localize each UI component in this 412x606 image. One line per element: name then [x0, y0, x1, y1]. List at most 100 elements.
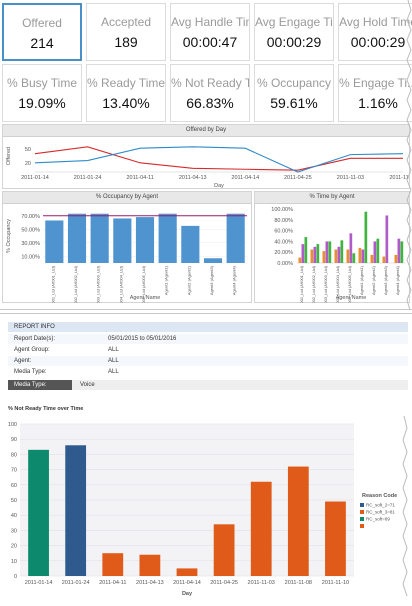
time-bar[interactable] [373, 241, 377, 263]
time-bar[interactable] [352, 253, 356, 263]
x-tick-label: 2011-04-14 [173, 580, 201, 586]
y-tick-label: 80.00% [274, 218, 293, 224]
report-info-key: Report Date(s): [14, 336, 56, 342]
occupancy-bar[interactable] [226, 213, 245, 263]
x-tick-label: A6003_Ltd (A6003_Ltd) [96, 265, 101, 303]
time-bar[interactable] [298, 257, 302, 263]
occupancy-bar[interactable] [67, 213, 87, 263]
y-tick-label: 30.00% [21, 241, 40, 247]
kpi-tile[interactable]: Offered 214 [2, 3, 82, 61]
time-bar[interactable] [322, 251, 326, 263]
x-tick-label: 2011-04-25 [210, 580, 238, 586]
time-bar[interactable] [334, 249, 338, 264]
not-ready-chart-title: % Not Ready Time over Time [8, 406, 84, 412]
kpi-tile[interactable]: Avg Hold Time 00:00:29 [338, 3, 412, 61]
kpi-tile[interactable]: Avg Engage Time 00:00:29 [254, 3, 334, 61]
time-bar[interactable] [382, 256, 386, 263]
kpi-label: % Engage Ti... [339, 76, 412, 90]
report-info-title: REPORT INFO [14, 324, 55, 330]
kpi-tile[interactable]: Avg Handle Time 00:00:47 [170, 3, 250, 61]
time-bar[interactable] [301, 244, 305, 263]
kpi-tile[interactable]: % Engage Ti... 1.16% [338, 64, 412, 122]
time-bar[interactable] [394, 254, 398, 263]
not-ready-bar[interactable] [28, 449, 49, 576]
kpi-value: 00:00:47 [182, 34, 238, 50]
kpi-tile[interactable]: % Busy Time 19.09% [2, 64, 82, 122]
time-bar[interactable] [325, 241, 329, 263]
not-ready-bar[interactable] [325, 501, 346, 576]
y-tick-label: 0 [14, 574, 17, 580]
report-info-row: Agent Group: ALL [8, 345, 408, 355]
time-bar[interactable] [385, 215, 389, 263]
time-bar[interactable] [346, 249, 350, 264]
not-ready-bar[interactable] [102, 553, 124, 576]
time-bar[interactable] [349, 233, 353, 263]
not-ready-bar[interactable] [65, 445, 87, 576]
not-ready-bar[interactable] [213, 524, 235, 576]
kpi-tile[interactable]: % Occupancy 59.61% [254, 64, 334, 122]
occupancy-bar[interactable] [45, 220, 64, 263]
x-axis-label: Day [214, 183, 224, 189]
report-info-key: Agent Group: [14, 347, 50, 353]
occupancy-bar[interactable] [181, 225, 200, 263]
kpi-value: 59.61% [270, 95, 318, 111]
media-type-tab-value: Voice [80, 382, 95, 388]
x-tick-label: A6003_Ltd (A6003_Ltd) [323, 265, 328, 303]
kpi-value: 00:00:29 [350, 34, 406, 50]
time-bar[interactable] [397, 238, 401, 263]
time-bar[interactable] [361, 249, 365, 264]
time-bar[interactable] [358, 247, 362, 263]
time-bar[interactable] [316, 244, 320, 263]
x-tick-label: A6001_Ltd (A6001_Ltd) [50, 265, 55, 303]
y-tick-label: 60 [11, 483, 17, 489]
time-bar[interactable] [304, 237, 308, 263]
kpi-label: % Busy Time [6, 76, 78, 90]
x-tick-label: 2011-01-14 [21, 175, 49, 181]
not-ready-bar[interactable] [176, 568, 198, 576]
legend-entry: RC_soft_2=71 [366, 503, 395, 508]
x-tick-label: 2011-04-13 [136, 580, 164, 586]
y-tick-label: 70 [11, 468, 17, 474]
occupancy-bar[interactable] [90, 213, 109, 263]
occupancy-bar[interactable] [135, 217, 155, 263]
x-tick-label: 2011-04-25 [284, 175, 312, 181]
x-tick-label: 2011-11-08 [389, 175, 409, 181]
kpi-tile[interactable]: % Ready Time 13.40% [86, 64, 166, 122]
x-tick-label: 2011-04-13 [179, 175, 207, 181]
x-axis-label: Day [182, 591, 193, 597]
kpi-label: Offered [22, 16, 62, 30]
x-tick-label: Agent1 (Agent1) [164, 265, 169, 295]
kpi-tile[interactable]: Accepted 189 [86, 3, 166, 61]
occupancy-bar[interactable] [203, 258, 223, 263]
not-ready-bar[interactable] [139, 554, 161, 576]
time-bar[interactable] [328, 241, 332, 263]
time-bar[interactable] [337, 246, 341, 263]
media-type-tab[interactable] [8, 380, 72, 390]
report-info-key: Agent: [14, 358, 32, 364]
report-info-value: ALL [108, 369, 119, 375]
not-ready-bar[interactable] [250, 481, 272, 576]
time-bar[interactable] [364, 211, 368, 263]
time-bar[interactable] [340, 240, 344, 263]
occupancy-bar[interactable] [113, 218, 132, 263]
time-by-agent-panel: % Time by Agent 100.00% 80.00% 60.00% 40.00… [254, 191, 410, 303]
report-info-key: Media Type: [14, 369, 47, 375]
not-ready-bar[interactable] [287, 466, 309, 576]
kpi-value: 00:00:29 [266, 34, 322, 50]
time-bar[interactable] [313, 246, 317, 263]
time-bar[interactable] [310, 249, 314, 264]
time-bar[interactable] [376, 238, 380, 263]
kpi-value: 1.16% [358, 95, 398, 111]
kpi-tile[interactable]: % Not Ready Ti... 66.83% [170, 64, 250, 122]
torn-edge-top [406, 0, 412, 310]
time-bar[interactable] [370, 254, 374, 263]
kpi-value: 214 [30, 35, 54, 51]
y-tick-label: 0.00% [277, 261, 293, 267]
y-tick-label: 90 [11, 437, 17, 443]
time-bar[interactable] [400, 241, 404, 263]
occupancy-bar[interactable] [158, 213, 177, 263]
x-tick-label: 2011-04-14 [231, 175, 259, 181]
report-info-value: ALL [108, 358, 119, 364]
report-info-header: REPORT INFO [8, 322, 408, 332]
